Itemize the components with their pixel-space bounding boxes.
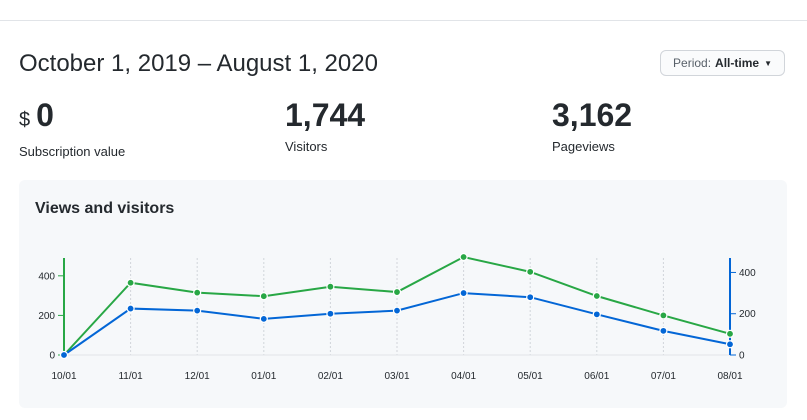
visitors-point — [259, 314, 268, 323]
views-point — [659, 311, 668, 320]
views-point — [259, 292, 268, 301]
x-tick-label: 05/01 — [518, 371, 543, 382]
stat-caption: Subscription value — [19, 144, 126, 159]
caret-down-icon: ▼ — [764, 58, 772, 68]
stat-value: 0 — [36, 97, 54, 133]
right-y-tick-label: 400 — [739, 268, 756, 279]
stat-visitors: 1,744 Visitors — [285, 96, 365, 154]
visitors-point — [193, 306, 202, 315]
visitors-point — [392, 306, 402, 315]
visitors-point — [526, 293, 535, 302]
visitors-point — [459, 288, 468, 298]
line-chart: 0 200 400 0 200 400 10/01 11/01 12/01 01/01 02/01 0… — [38, 252, 756, 382]
x-tick-label: 01/01 — [251, 371, 276, 382]
chart-title: Views and visitors — [35, 200, 175, 217]
x-tick-label: 04/01 — [451, 371, 476, 382]
x-tick-label: 07/01 — [651, 371, 676, 382]
date-range-title: October 1, 2019 – August 1, 2020 — [19, 50, 378, 77]
views-point — [326, 282, 335, 291]
visitors-point — [659, 326, 668, 335]
stat-caption: Visitors — [285, 139, 328, 154]
currency-symbol: $ — [19, 109, 31, 131]
visitors-point — [725, 340, 735, 349]
x-tick-label: 02/01 — [318, 371, 343, 382]
stat-value: 1,744 — [285, 97, 366, 133]
x-tick-label: 12/01 — [185, 371, 210, 382]
top-divider — [0, 20, 807, 21]
period-label: Period: — [673, 56, 712, 70]
period-dropdown-button[interactable]: Period: All-time ▼ — [660, 50, 785, 76]
left-y-tick-label: 200 — [38, 311, 55, 322]
stat-number: $0 — [19, 96, 125, 139]
x-tick-label: 11/01 — [118, 371, 143, 382]
left-y-tick-label: 0 — [49, 351, 55, 362]
views-point — [725, 329, 735, 338]
visitors-point — [326, 309, 335, 318]
visitors-point — [126, 304, 135, 313]
visitors-point — [592, 310, 601, 319]
stat-subscription-value: $0 Subscription value — [19, 96, 125, 159]
views-point — [126, 278, 135, 287]
views-point — [193, 288, 202, 297]
views-point — [526, 267, 535, 276]
right-y-tick-label: 200 — [739, 309, 756, 320]
x-tick-label: 08/01 — [717, 371, 742, 382]
x-tick-label: 06/01 — [584, 371, 609, 382]
stat-caption: Pageviews — [552, 139, 615, 154]
views-point — [592, 291, 601, 301]
stat-pageviews: 3,162 Pageviews — [552, 96, 632, 154]
views-visitors-chart-card: Views and visitors 0 200 400 0 200 400 10/01 11… — [19, 180, 787, 408]
period-value: All-time — [715, 56, 760, 70]
x-tick-label: 03/01 — [384, 371, 409, 382]
views-point — [392, 287, 402, 297]
x-tick-label: 10/01 — [51, 371, 76, 382]
right-y-tick-label: 0 — [739, 351, 745, 362]
stat-value: 3,162 — [552, 97, 633, 133]
visitors-point — [59, 350, 69, 360]
views-point — [459, 252, 468, 262]
left-y-tick-label: 400 — [38, 271, 55, 282]
